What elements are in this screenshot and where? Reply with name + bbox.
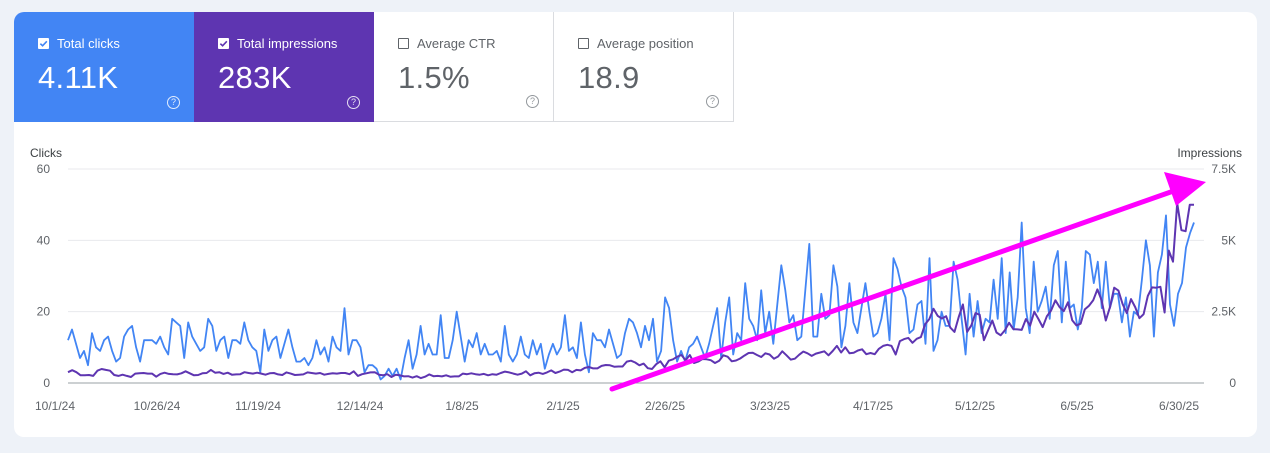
- x-axis-ticks: 10/1/24 10/26/24 11/19/24 12/14/24 1/8/25 2/1…: [35, 399, 1199, 413]
- x-axis-tick-label: 6/30/25: [1159, 399, 1199, 413]
- series-line-impressions[interactable]: [67, 202, 1194, 380]
- checkbox-unchecked-icon[interactable]: [398, 38, 409, 49]
- left-axis-tick-label: 0: [43, 376, 50, 390]
- metric-cards: Total clicks 4.11K ? Total impressions 2…: [14, 12, 734, 122]
- average-position-card[interactable]: Average position 18.9 ?: [554, 12, 734, 122]
- total-impressions-value: 283K: [218, 60, 292, 95]
- right-axis-ticks: 7.5K 5K 2.5K 0: [1211, 162, 1236, 390]
- total-impressions-label: Total impressions: [237, 36, 338, 51]
- chart-series: [67, 202, 1195, 381]
- help-icon[interactable]: ?: [167, 96, 180, 109]
- checkbox-checked-icon[interactable]: [38, 38, 49, 49]
- right-axis-tick-label: 2.5K: [1211, 305, 1236, 319]
- series-line-clicks[interactable]: [67, 214, 1195, 381]
- average-position-label-row: Average position: [578, 36, 694, 51]
- annotations: [609, 172, 1206, 392]
- checkbox-unchecked-icon[interactable]: [578, 38, 589, 49]
- chart-grid: [68, 168, 1204, 384]
- right-axis-tick-label: 5K: [1221, 233, 1236, 247]
- performance-panel: Total clicks 4.11K ? Total impressions 2…: [14, 12, 1257, 437]
- x-axis-tick-label: 4/17/25: [853, 399, 893, 413]
- trend-arrow-head-icon: [1164, 172, 1206, 206]
- x-axis-tick-label: 10/26/24: [134, 399, 181, 413]
- x-axis-tick-label: 10/1/24: [35, 399, 75, 413]
- left-axis-tick-label: 60: [37, 162, 51, 176]
- left-axis-title: Clicks: [30, 146, 62, 160]
- help-icon[interactable]: ?: [706, 95, 719, 108]
- total-impressions-card[interactable]: Total impressions 283K ?: [194, 12, 374, 122]
- help-icon[interactable]: ?: [526, 95, 539, 108]
- total-clicks-label-row: Total clicks: [38, 36, 120, 51]
- x-axis-tick-label: 2/1/25: [546, 399, 580, 413]
- total-clicks-label: Total clicks: [57, 36, 120, 51]
- left-axis-ticks: 60 40 20 0: [37, 162, 51, 390]
- right-axis-title: Impressions: [1177, 146, 1242, 160]
- x-axis-tick-label: 2/26/25: [645, 399, 685, 413]
- right-axis-tick-label: 0: [1229, 376, 1236, 390]
- x-axis-tick-label: 12/14/24: [337, 399, 384, 413]
- help-icon[interactable]: ?: [347, 96, 360, 109]
- total-impressions-label-row: Total impressions: [218, 36, 337, 51]
- average-ctr-label: Average CTR: [417, 36, 496, 51]
- total-clicks-value: 4.11K: [38, 60, 119, 95]
- average-position-label: Average position: [597, 36, 694, 51]
- average-ctr-value: 1.5%: [398, 60, 470, 95]
- average-ctr-card[interactable]: Average CTR 1.5% ?: [374, 12, 554, 122]
- total-clicks-card[interactable]: Total clicks 4.11K ?: [14, 12, 194, 122]
- x-axis-tick-label: 3/23/25: [750, 399, 790, 413]
- x-axis-tick-label: 1/8/25: [445, 399, 479, 413]
- left-axis-tick-label: 20: [37, 305, 51, 319]
- average-ctr-label-row: Average CTR: [398, 36, 496, 51]
- x-axis-tick-label: 6/5/25: [1060, 399, 1094, 413]
- performance-chart: Clicks Impressions 60 40 20 0 7.5K 5K 2.5K 0 1…: [30, 146, 1242, 413]
- average-position-value: 18.9: [578, 60, 640, 95]
- right-axis-tick-label: 7.5K: [1211, 162, 1236, 176]
- checkbox-checked-icon[interactable]: [218, 38, 229, 49]
- trend-arrow-shaft: [609, 185, 1185, 392]
- left-axis-tick-label: 40: [37, 233, 51, 247]
- x-axis-tick-label: 5/12/25: [955, 399, 995, 413]
- x-axis-tick-label: 11/19/24: [235, 399, 281, 413]
